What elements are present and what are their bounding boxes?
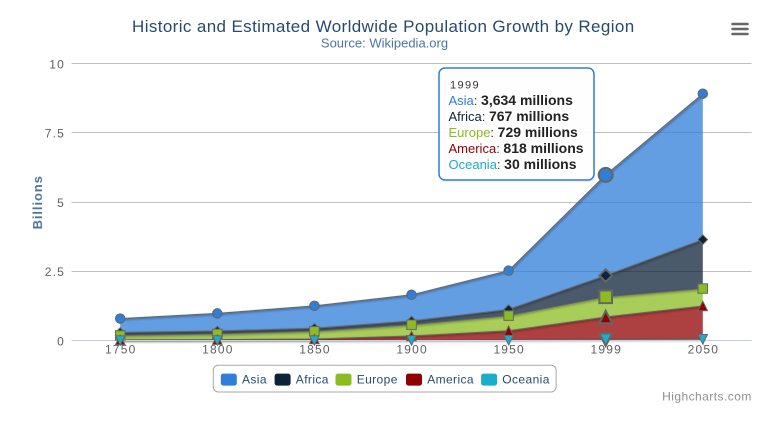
svg-text:2.5: 2.5 <box>45 265 65 279</box>
svg-text:Europe: 729 millions: Europe: 729 millions <box>449 124 579 140</box>
svg-text:Oceania: 30 millions: Oceania: 30 millions <box>449 156 577 172</box>
svg-text:Africa: 767 millions: Africa: 767 millions <box>449 108 570 124</box>
svg-text:Oceania: Oceania <box>502 372 550 386</box>
svg-text:2050: 2050 <box>688 343 720 357</box>
svg-text:1999: 1999 <box>591 343 623 357</box>
svg-text:5: 5 <box>57 196 65 210</box>
svg-text:Highcharts.com: Highcharts.com <box>662 389 752 403</box>
svg-text:America: 818 millions: America: 818 millions <box>449 140 584 156</box>
svg-text:1999: 1999 <box>450 80 480 92</box>
svg-text:Source: Wikipedia.org: Source: Wikipedia.org <box>321 36 448 51</box>
svg-text:1800: 1800 <box>202 343 234 357</box>
svg-text:Asia: 3,634 millions: Asia: 3,634 millions <box>449 92 574 108</box>
svg-text:7.5: 7.5 <box>45 127 65 141</box>
svg-text:10: 10 <box>49 57 65 71</box>
svg-text:Asia: Asia <box>242 372 267 386</box>
svg-text:1750: 1750 <box>105 343 137 357</box>
svg-text:Africa: Africa <box>296 372 329 386</box>
svg-text:America: America <box>427 372 474 386</box>
svg-text:0: 0 <box>57 334 65 348</box>
svg-text:Europe: Europe <box>357 372 398 386</box>
svg-text:1850: 1850 <box>299 343 331 357</box>
svg-text:Billions: Billions <box>30 175 45 229</box>
svg-text:Historic and Estimated Worldwi: Historic and Estimated Worldwide Populat… <box>132 17 635 36</box>
svg-text:1950: 1950 <box>493 343 525 357</box>
svg-text:1900: 1900 <box>396 343 428 357</box>
